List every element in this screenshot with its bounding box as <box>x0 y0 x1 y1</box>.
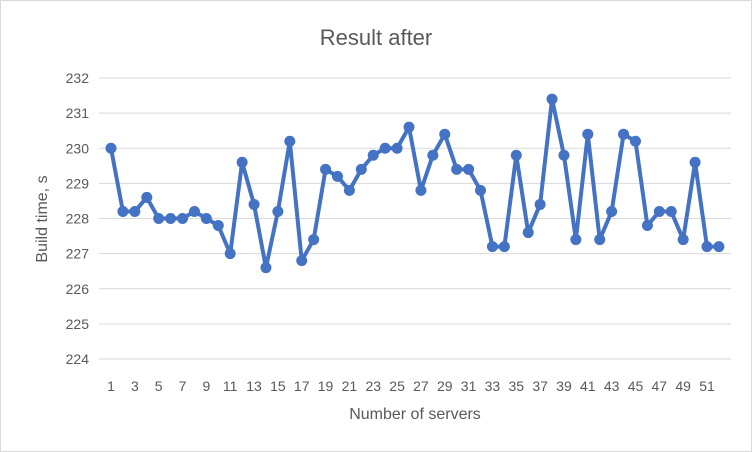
y-tick-label: 232 <box>66 70 90 86</box>
x-tick-label: 13 <box>246 378 262 394</box>
data-point <box>177 213 189 224</box>
x-tick-labels: 1 3 5 7 9 11 13 15 17 19 21 23 25 27 29 31 33 35 37 39 41 43 4… <box>107 378 715 394</box>
data-point <box>224 248 236 260</box>
data-point <box>117 205 129 217</box>
y-tick-label: 226 <box>66 281 90 297</box>
gridlines <box>99 77 731 360</box>
y-tick-label: 224 <box>66 351 90 367</box>
data-point <box>427 149 439 161</box>
x-tick-label: 47 <box>652 378 668 394</box>
data-point <box>475 184 487 196</box>
data-point <box>141 191 153 203</box>
x-tick-label: 37 <box>532 378 548 394</box>
y-tick-label: 228 <box>66 211 90 227</box>
data-point <box>200 213 212 224</box>
data-point <box>248 198 260 210</box>
x-tick-label: 21 <box>342 378 358 394</box>
data-point <box>486 241 498 253</box>
data-point <box>188 205 200 217</box>
data-point <box>534 198 546 210</box>
data-point <box>165 213 177 224</box>
data-point <box>522 227 534 239</box>
data-point <box>594 234 606 246</box>
x-tick-label: 19 <box>318 378 334 394</box>
x-tick-label: 41 <box>580 378 596 394</box>
x-tick-label: 45 <box>628 378 644 394</box>
data-point <box>570 234 582 246</box>
x-tick-label: 35 <box>508 378 524 394</box>
data-point <box>463 163 475 175</box>
data-point <box>713 241 725 253</box>
x-tick-label: 49 <box>675 378 691 394</box>
x-tick-label: 23 <box>365 378 381 394</box>
chart-title: Result after <box>320 25 433 50</box>
x-tick-label: 27 <box>413 378 429 394</box>
data-point <box>272 205 284 217</box>
data-point <box>367 149 379 161</box>
data-point <box>546 93 558 105</box>
y-tick-label: 231 <box>66 105 90 121</box>
data-point <box>415 184 427 196</box>
data-point <box>331 170 343 182</box>
data-point <box>439 128 451 140</box>
data-point <box>343 184 355 196</box>
x-tick-label: 43 <box>604 378 620 394</box>
y-tick-label: 225 <box>66 316 90 332</box>
data-point <box>665 205 677 217</box>
y-tick-labels: 224 225 226 227 228 229 230 231 232 <box>66 70 90 367</box>
data-point <box>379 142 391 154</box>
data-point <box>236 156 248 168</box>
x-tick-label: 17 <box>294 378 310 394</box>
data-point <box>129 205 141 217</box>
data-point <box>582 128 594 140</box>
x-tick-label: 33 <box>485 378 501 394</box>
data-point <box>355 163 367 175</box>
data-point <box>320 163 332 175</box>
x-tick-label: 3 <box>131 378 139 394</box>
data-point <box>308 234 320 246</box>
data-point <box>498 241 510 253</box>
data-point <box>105 142 117 154</box>
data-point <box>653 205 665 217</box>
x-tick-label: 11 <box>223 378 238 394</box>
x-tick-label: 31 <box>461 378 477 394</box>
x-tick-label: 39 <box>556 378 572 394</box>
x-tick-label: 9 <box>202 378 210 394</box>
data-point <box>403 121 415 133</box>
data-point <box>618 128 630 140</box>
x-tick-label: 25 <box>389 378 405 394</box>
data-point <box>284 135 296 147</box>
data-point <box>510 149 522 161</box>
data-point <box>296 255 308 267</box>
data-point <box>701 241 713 253</box>
series-group <box>105 93 725 274</box>
data-point <box>391 142 403 154</box>
data-point <box>212 220 224 232</box>
y-tick-label: 230 <box>66 140 90 156</box>
y-axis-label: Build time, s <box>34 175 51 262</box>
x-tick-label: 5 <box>155 378 163 394</box>
data-point <box>260 262 272 274</box>
data-point <box>629 135 641 147</box>
data-point <box>451 163 463 175</box>
y-tick-label: 229 <box>66 175 90 191</box>
data-point <box>153 213 165 224</box>
data-point <box>558 149 570 161</box>
data-point <box>641 220 653 232</box>
data-point <box>606 205 618 217</box>
x-tick-label: 51 <box>699 378 715 394</box>
data-point <box>677 234 689 246</box>
data-point <box>689 156 701 168</box>
y-tick-label: 227 <box>66 246 90 262</box>
x-tick-label: 15 <box>270 378 286 394</box>
x-axis-label: Number of servers <box>349 406 481 423</box>
series-line <box>109 97 721 270</box>
x-tick-label: 1 <box>107 378 115 394</box>
x-tick-label: 7 <box>179 378 187 394</box>
x-tick-label: 29 <box>437 378 453 394</box>
